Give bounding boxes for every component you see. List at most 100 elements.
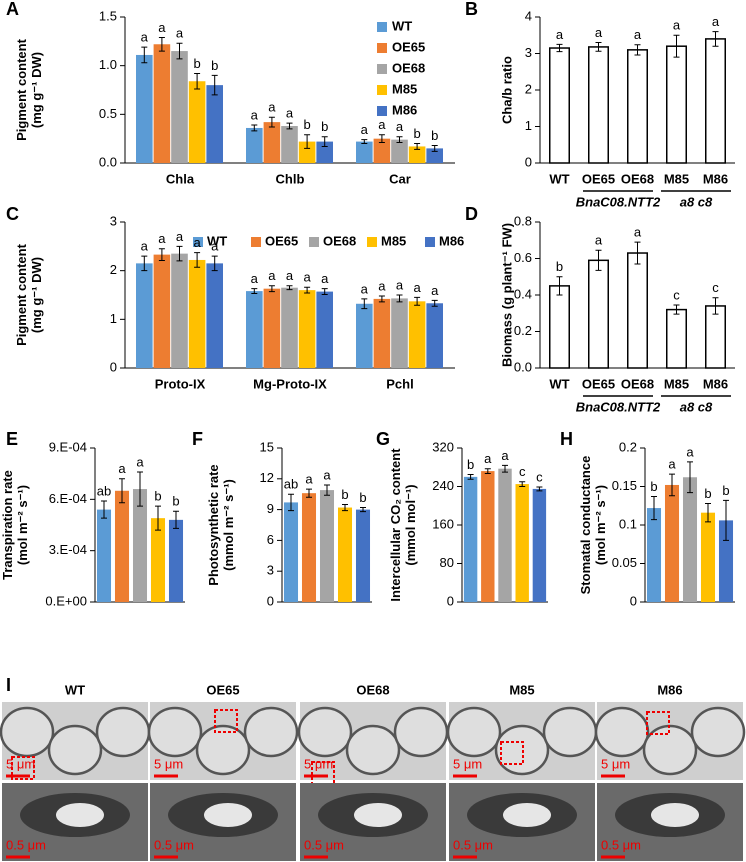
bar [408, 146, 426, 163]
x-tick-label: Mg-Proto-IX [253, 376, 327, 391]
significance-letter: ab [97, 483, 111, 498]
x-tick-label: WT [549, 171, 569, 186]
significance-letter: a [251, 107, 259, 122]
error-bar [431, 144, 438, 152]
significance-letter: b [650, 479, 657, 494]
error-bar [321, 136, 328, 147]
significance-letter: a [176, 229, 184, 244]
x-tick-label: Car [389, 171, 411, 186]
error-bar [158, 36, 165, 52]
legend-swatch [377, 43, 387, 53]
significance-letter: a [158, 231, 166, 246]
error-bar [268, 116, 275, 128]
bar [664, 484, 680, 602]
x-tick-label: OE68 [621, 171, 654, 186]
y-tick-label: 0.6 [514, 250, 532, 265]
cell-outline [345, 724, 401, 776]
bar [206, 85, 223, 163]
error-bar [324, 484, 330, 496]
cell-outline [195, 724, 251, 776]
y-axis-label: (mmol m⁻² s⁻¹) [221, 479, 236, 571]
significance-letter: a [361, 122, 369, 137]
bar [246, 127, 263, 163]
error-bar [712, 31, 719, 47]
error-bar [211, 74, 218, 96]
error-bar [396, 136, 403, 144]
y-axis-label: Intercellular CO₂ content [388, 448, 403, 602]
bar [168, 519, 184, 602]
panel-label: A [6, 0, 19, 19]
y-tick-label: 0.15 [612, 478, 637, 493]
error-bar [431, 299, 438, 307]
scale-label: 0.5 μm [304, 837, 344, 852]
bar [463, 476, 478, 602]
y-axis-label: Photosynthetic rate [206, 464, 221, 585]
error-bar [705, 502, 711, 523]
bar [646, 508, 662, 602]
significance-letter: b [359, 490, 366, 505]
significance-letter: a [286, 106, 294, 121]
significance-letter: b [341, 487, 348, 502]
bar [682, 477, 698, 602]
significance-letter: a [595, 25, 603, 40]
significance-letter: a [118, 461, 126, 476]
bar [532, 488, 547, 602]
error-bar [669, 473, 675, 497]
panel-label: I [6, 675, 11, 695]
legend-swatch [377, 64, 387, 74]
cell-outline [393, 706, 449, 758]
error-bar [119, 478, 125, 504]
error-bar [251, 124, 258, 132]
y-axis-label: (mmol mol⁻¹) [403, 484, 418, 565]
significance-letter: a [193, 235, 201, 250]
bar [188, 81, 206, 163]
bar [283, 502, 299, 602]
error-bar [687, 461, 693, 494]
scale-label: 0.5 μm [6, 837, 46, 852]
significance-letter: a [321, 271, 329, 286]
x-tick-label: OE68 [621, 376, 654, 391]
error-bar [723, 499, 729, 541]
bar [136, 263, 153, 368]
y-tick-label: 2 [525, 81, 532, 96]
cell-outline [542, 706, 598, 758]
significance-letter: a [396, 119, 404, 134]
x-tick-label: OE65 [582, 171, 615, 186]
x-tick-label: M86 [703, 376, 728, 391]
panel-label: D [465, 204, 478, 224]
bar [588, 259, 609, 369]
bar [481, 471, 495, 602]
legend-swatch [377, 106, 387, 116]
y-tick-label: 0.2 [619, 439, 637, 454]
x-tick-label: M85 [664, 376, 689, 391]
error-bar [502, 464, 508, 473]
y-axis-label: (mol m⁻² s⁻¹) [593, 485, 608, 565]
bar [515, 484, 529, 602]
error-bar [414, 143, 421, 150]
y-tick-label: 1.5 [99, 8, 117, 23]
error-bar [288, 493, 294, 512]
bar [114, 490, 130, 602]
scale-label: 0.5 μm [601, 837, 641, 852]
bar [132, 489, 148, 602]
significance-letter: a [268, 100, 276, 115]
x-tick-label: OE65 [582, 376, 615, 391]
error-bar [194, 252, 201, 268]
error-bar [342, 503, 348, 512]
bar [426, 303, 443, 368]
y-tick-label: 160 [432, 516, 454, 531]
significance-letter: ab [284, 477, 298, 492]
y-axis-label: (mg g⁻¹ DW) [29, 52, 44, 128]
column-label: M86 [657, 682, 682, 697]
legend-swatch [251, 237, 261, 247]
bar [263, 122, 281, 163]
bar [96, 509, 112, 602]
significance-letter: b [321, 119, 328, 134]
scale-label: 5 μm [304, 756, 333, 771]
y-tick-label: 2 [110, 262, 117, 277]
error-bar [360, 507, 366, 513]
y-tick-label: 9 [267, 501, 274, 516]
y-tick-label: 3 [110, 213, 117, 228]
panel-label: F [192, 429, 203, 449]
bar [373, 298, 391, 368]
